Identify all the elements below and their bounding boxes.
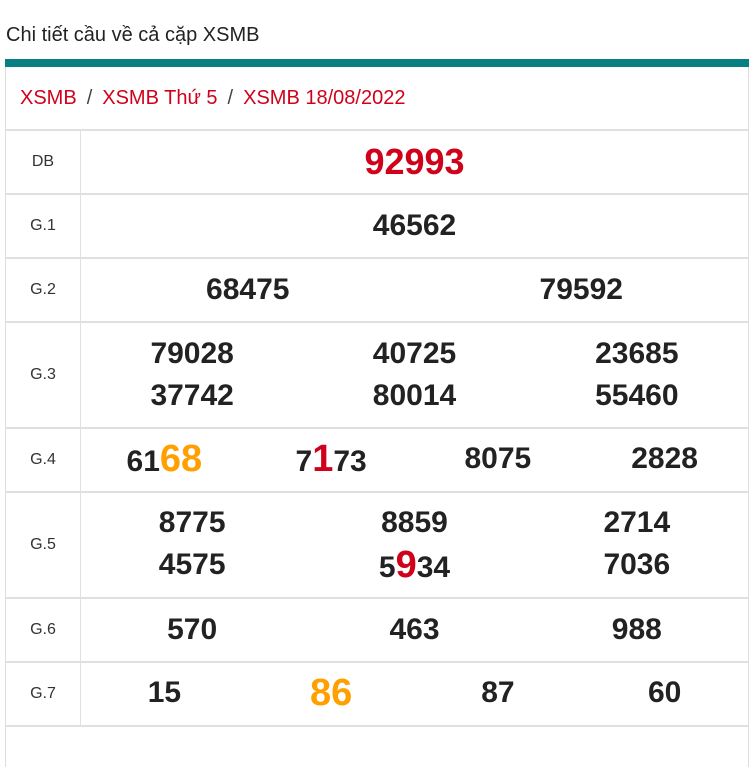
prize-number: 4575 bbox=[81, 546, 303, 587]
prize-number: 40725 bbox=[303, 335, 525, 373]
prize-number: 87 bbox=[415, 674, 582, 715]
prize-number: 60 bbox=[581, 674, 748, 715]
prize-row: G.4 6168 7173 8075 2828 bbox=[6, 429, 748, 493]
prize-number: 79028 bbox=[81, 335, 303, 373]
number-digits: 92993 bbox=[364, 141, 465, 182]
prize-number: 7173 bbox=[248, 440, 415, 481]
prize-row: G.2 68475 79592 bbox=[6, 259, 748, 323]
prize-number: 8859 bbox=[303, 504, 525, 542]
number-digits: 87 bbox=[481, 675, 515, 709]
prize-row: G.7 15 86 87 60 bbox=[6, 663, 748, 727]
number-digits: 988 bbox=[611, 613, 662, 646]
number-digits: 5 bbox=[378, 550, 396, 584]
prize-number: 8075 bbox=[415, 440, 582, 481]
number-digits: 8775 bbox=[158, 505, 226, 539]
prize-row: G.6 570 463 988 bbox=[6, 599, 748, 663]
prize-label: DB bbox=[6, 131, 81, 193]
number-digits: 80014 bbox=[372, 379, 457, 412]
highlighted-digits: 1 bbox=[312, 437, 334, 480]
prize-number: 570 bbox=[81, 611, 303, 649]
number-digits: 79028 bbox=[150, 337, 234, 370]
number-digits: 8859 bbox=[381, 505, 448, 539]
prize-number: 92993 bbox=[81, 143, 748, 181]
number-digits: 463 bbox=[389, 613, 440, 646]
number-digits: 60 bbox=[647, 675, 682, 709]
prize-numbers: 46562 bbox=[81, 195, 748, 257]
number-digits: 46562 bbox=[372, 209, 457, 242]
prize-number: 23685 bbox=[526, 335, 748, 373]
prize-number: 79592 bbox=[415, 271, 749, 309]
number-digits: 34 bbox=[416, 550, 451, 584]
number-digits: 8075 bbox=[464, 441, 532, 475]
prize-numbers: 15 86 87 60 bbox=[81, 663, 748, 725]
prize-numbers: 6168 7173 8075 2828 bbox=[81, 429, 748, 491]
prize-label: G.4 bbox=[6, 429, 81, 491]
breadcrumb-xsmb-thu-5[interactable]: XSMB Thứ 5 bbox=[102, 86, 218, 109]
number-digits: 40725 bbox=[372, 337, 457, 370]
prize-row: DB 92993 bbox=[6, 131, 748, 195]
breadcrumb-separator: / bbox=[227, 86, 234, 109]
results-card: XSMB / XSMB Thứ 5 / XSMB 18/08/2022 DB 92… bbox=[5, 67, 749, 767]
highlighted-digits: 86 bbox=[309, 671, 353, 714]
prize-number: 2714 bbox=[526, 504, 748, 542]
number-digits: 570 bbox=[167, 613, 218, 646]
prize-numbers: 79028 40725 23685 37742 80014 55460 bbox=[81, 323, 748, 427]
prize-number: 37742 bbox=[81, 377, 303, 415]
prize-number: 8775 bbox=[81, 504, 303, 542]
number-digits: 23685 bbox=[595, 337, 679, 370]
prize-label: G.3 bbox=[6, 323, 81, 427]
number-digits: 61 bbox=[126, 444, 160, 478]
number-digits: 4575 bbox=[158, 547, 226, 581]
prize-numbers: 68475 79592 bbox=[81, 259, 748, 321]
prize-number: 6168 bbox=[81, 440, 248, 481]
prize-label: G.1 bbox=[6, 195, 81, 257]
prize-number: 46562 bbox=[81, 207, 748, 245]
prize-number: 463 bbox=[303, 611, 525, 649]
prize-number: 7036 bbox=[526, 546, 748, 587]
prize-label: G.6 bbox=[6, 599, 81, 661]
results-table: DB 92993 G.1 46562 G.2 68475 79592 G.3 79028 4072… bbox=[6, 131, 748, 727]
number-digits: 2828 bbox=[631, 441, 698, 475]
prize-row: G.3 79028 40725 23685 37742 80014 55460 bbox=[6, 323, 748, 429]
prize-numbers: 570 463 988 bbox=[81, 599, 748, 661]
prize-numbers: 92993 bbox=[81, 131, 748, 193]
number-digits: 37742 bbox=[150, 379, 234, 412]
prize-number: 988 bbox=[526, 611, 748, 649]
prize-label: G.5 bbox=[6, 493, 81, 597]
prize-row: G.1 46562 bbox=[6, 195, 748, 259]
highlighted-digits: 68 bbox=[159, 437, 203, 480]
breadcrumb: XSMB / XSMB Thứ 5 / XSMB 18/08/2022 bbox=[6, 67, 748, 131]
number-digits: 7 bbox=[295, 444, 313, 478]
number-digits: 7036 bbox=[603, 547, 671, 581]
prize-numbers: 8775 8859 2714 4575 5934 7036 bbox=[81, 493, 748, 597]
page-title: Chi tiết cầu về cả cặp XSMB bbox=[6, 24, 260, 46]
prize-number: 68475 bbox=[81, 271, 415, 309]
number-digits: 15 bbox=[147, 675, 182, 709]
prize-number: 2828 bbox=[581, 440, 748, 481]
prize-number: 15 bbox=[81, 674, 248, 715]
prize-number: 86 bbox=[248, 674, 415, 715]
breadcrumb-xsmb[interactable]: XSMB bbox=[20, 86, 77, 109]
number-digits: 68475 bbox=[206, 273, 290, 306]
prize-number: 5934 bbox=[303, 546, 525, 587]
number-digits: 73 bbox=[333, 444, 367, 478]
accent-bar bbox=[5, 59, 749, 67]
highlighted-digits: 9 bbox=[395, 543, 417, 586]
prize-label: G.2 bbox=[6, 259, 81, 321]
prize-number: 80014 bbox=[303, 377, 525, 415]
number-digits: 55460 bbox=[595, 379, 679, 412]
breadcrumb-xsmb-date[interactable]: XSMB 18/08/2022 bbox=[243, 86, 406, 109]
prize-label: G.7 bbox=[6, 663, 81, 725]
prize-number: 55460 bbox=[526, 377, 748, 415]
number-digits: 79592 bbox=[539, 273, 623, 306]
number-digits: 2714 bbox=[603, 505, 671, 539]
prize-row: G.5 8775 8859 2714 4575 5934 7036 bbox=[6, 493, 748, 599]
breadcrumb-separator: / bbox=[86, 86, 93, 109]
